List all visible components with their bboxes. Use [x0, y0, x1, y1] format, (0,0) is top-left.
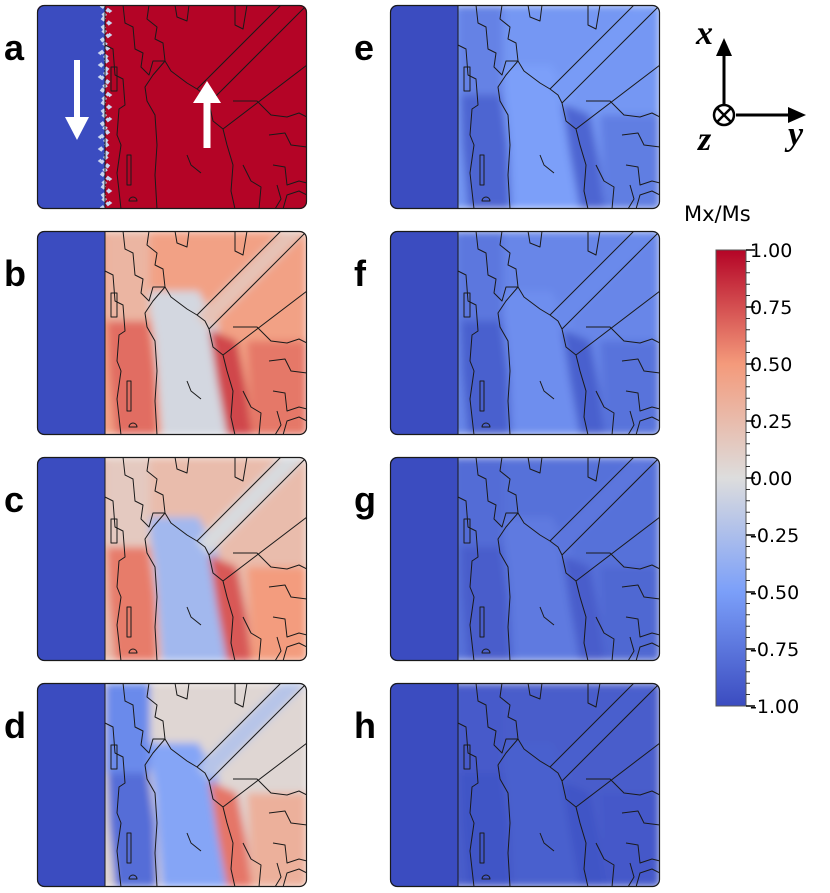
- colorbar-tick-label: 0.00: [750, 468, 792, 490]
- panel-label-d: d: [4, 705, 26, 746]
- left-band: [460, 763, 510, 887]
- upper-left-grain: [458, 457, 503, 547]
- down-arrow-icon: [65, 60, 89, 140]
- grain-boundaries: [457, 457, 660, 661]
- colorbar-tick-label: -0.75: [750, 639, 799, 661]
- grain-boundaries: [104, 457, 307, 661]
- axes-indicator: x y z: [695, 15, 806, 158]
- diagonal-stripe: [197, 457, 307, 555]
- left-grain-region: [37, 5, 105, 209]
- lower-right-region: [247, 793, 307, 887]
- grain-boundaries: [104, 5, 307, 209]
- colorbar-tick-label: -0.25: [750, 525, 799, 547]
- panel-frame: [36, 456, 308, 662]
- grain-boundaries: [457, 683, 660, 887]
- panel-label-c: c: [4, 479, 24, 520]
- grain-boundaries: [104, 231, 307, 435]
- diagonal-stripe: [550, 457, 660, 555]
- panel-c: [36, 456, 308, 662]
- panel-label-a: a: [4, 27, 25, 68]
- left-grain-region: [37, 683, 105, 887]
- z-cross-line-2: [716, 107, 732, 123]
- panel-label-f: f: [354, 253, 367, 294]
- axis-label-x: x: [695, 15, 713, 52]
- panel-h: [389, 682, 661, 888]
- grain-boundaries: [457, 231, 660, 435]
- diagonal-stripe: [197, 683, 307, 781]
- diagonal-stripe: [550, 683, 660, 781]
- upper-left-grain: [458, 683, 503, 773]
- left-grain-region: [390, 457, 458, 661]
- panel-label-b: b: [4, 253, 26, 294]
- panel-frame: [36, 4, 308, 210]
- panel-frame: [389, 230, 661, 436]
- colorbar-gradient: [715, 249, 747, 707]
- left-band: [460, 85, 510, 209]
- diagonal-stripe: [197, 231, 307, 329]
- colorbar-tick-label: -1.00: [750, 696, 799, 718]
- upper-left-grain: [105, 683, 150, 773]
- left-grain-region: [37, 231, 105, 435]
- panel-f: [389, 230, 661, 436]
- panel-b: [36, 230, 308, 436]
- left-band: [460, 537, 510, 661]
- panel-g: [389, 456, 661, 662]
- lower-right-region: [600, 567, 660, 661]
- lower-right-region: [600, 793, 660, 887]
- diagonal-stripe: [550, 5, 660, 103]
- lower-right-region: [247, 567, 307, 661]
- lower-right-region: [247, 341, 307, 435]
- left-band: [107, 537, 157, 661]
- lower-right-region: [600, 115, 660, 209]
- grain-boundaries: [457, 5, 660, 209]
- diagonal-stripe: [550, 231, 660, 329]
- upper-left-grain: [105, 457, 150, 547]
- colorbar-title: Mx/Ms: [684, 202, 751, 226]
- lower-right-region: [600, 341, 660, 435]
- y-arrow-head-icon: [788, 107, 806, 123]
- panel-label-g: g: [354, 479, 376, 520]
- grain-boundaries: [104, 683, 307, 887]
- panel-a: [36, 4, 308, 210]
- left-grain-region: [37, 457, 105, 661]
- up-arrow-icon: [193, 81, 221, 148]
- left-grain-region: [390, 5, 458, 209]
- axis-label-z: z: [697, 121, 712, 158]
- left-grain-region: [390, 683, 458, 887]
- panel-d: [36, 682, 308, 888]
- left-band: [107, 763, 157, 887]
- upper-left-grain: [458, 5, 503, 95]
- left-grain-region: [390, 231, 458, 435]
- x-arrow-head-icon: [716, 38, 732, 56]
- left-band: [460, 311, 510, 435]
- left-band: [107, 311, 157, 435]
- colorbar-tick-label: 1.00: [750, 240, 792, 262]
- colorbar-tick-label: 0.75: [750, 297, 792, 319]
- panel-label-e: e: [354, 27, 374, 68]
- panel-frame: [389, 456, 661, 662]
- upper-left-grain: [105, 231, 150, 321]
- colorbar-ticks: 1.00 0.75 0.50 0.25 0.00 -0.25 -0.50 -0.75 -1.00: [746, 240, 799, 718]
- panel-label-h: h: [354, 705, 376, 746]
- panel-frame: [36, 230, 308, 436]
- panel-frame: [36, 682, 308, 888]
- panel-frame: [389, 4, 661, 210]
- colorbar-tick-label: 0.50: [750, 354, 792, 376]
- axis-label-y: y: [784, 116, 804, 153]
- panel-frame: [389, 682, 661, 888]
- upper-left-grain: [458, 231, 503, 321]
- colorbar-tick-label: -0.50: [750, 582, 799, 604]
- colorbar: Mx/Ms 1.00 0.75 0.50 0.25 0.00 -0.25 -0.50 -0.7…: [684, 202, 799, 718]
- colorbar-tick-label: 0.25: [750, 411, 792, 433]
- panel-e: [389, 4, 661, 210]
